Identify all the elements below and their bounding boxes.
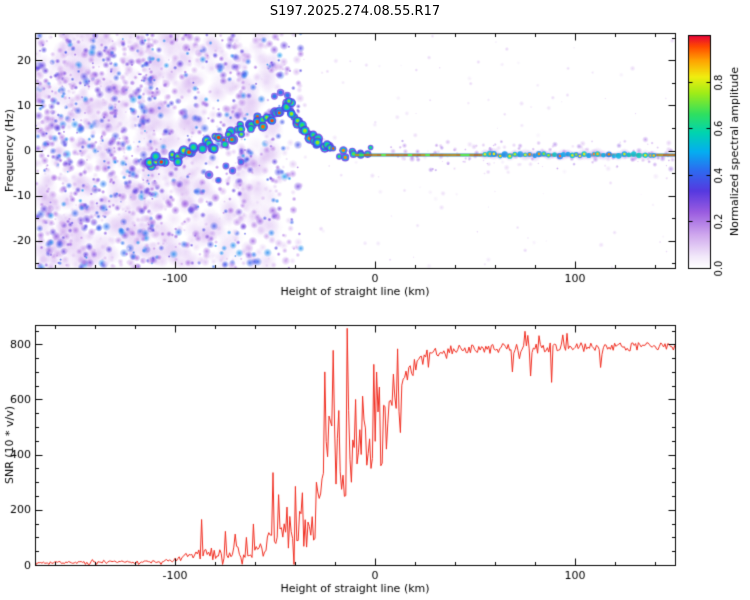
figure-title: S197.2025.274.08.55.R17 bbox=[269, 4, 441, 19]
